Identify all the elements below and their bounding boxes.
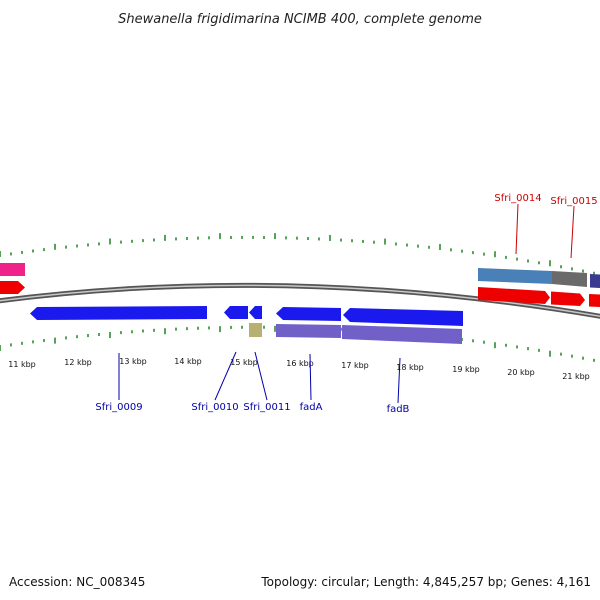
- scale-label: 21 kbp: [562, 372, 590, 381]
- leader-line: [570, 205, 575, 259]
- scale-label: 13 kbp: [119, 357, 147, 366]
- gene-label-sfri-0011[interactable]: Sfri_0011: [243, 402, 290, 413]
- map-title: Shewanella frigidimarina NCIMB 400, comp…: [118, 12, 482, 27]
- cds-feature-fadb-lower[interactable]: [342, 325, 462, 344]
- leader-line: [254, 351, 268, 401]
- cds-feature-red-right-1[interactable]: [478, 287, 550, 304]
- scale-label: 11 kbp: [8, 360, 36, 369]
- cds-feature-sfri-0015[interactable]: [552, 271, 587, 287]
- gene-label-fada[interactable]: fadA: [300, 402, 323, 413]
- cds-feature-sfri-0011[interactable]: [249, 306, 262, 319]
- cds-feature-fada[interactable]: [276, 307, 341, 321]
- leader-line: [397, 357, 401, 404]
- cds-feature-navy-right[interactable]: [590, 274, 600, 288]
- scale-label: 18 kbp: [396, 363, 424, 372]
- cds-feature-sfri-0009[interactable]: [30, 306, 207, 320]
- accession-text: Accession: NC_008345: [9, 575, 145, 589]
- scale-label: 15 kbp: [230, 358, 258, 367]
- cds-feature-pink[interactable]: [0, 263, 25, 276]
- outer-tick-ring: [0, 233, 595, 275]
- topology-text: Topology: circular; Length: 4,845,257 bp…: [260, 575, 591, 589]
- cds-feature-red-left[interactable]: [0, 281, 25, 294]
- scale-label: 17 kbp: [341, 361, 369, 370]
- scale-labels: 11 kbp 12 kbp 13 kbp 14 kbp 15 kbp 16 kb…: [8, 357, 590, 381]
- leader-line: [515, 203, 519, 255]
- forward-strand-features: [0, 263, 600, 307]
- scale-label: 20 kbp: [507, 368, 535, 377]
- genome-backbone-highlight: [0, 284, 600, 318]
- reverse-strand-features: [30, 306, 463, 344]
- scale-label: 12 kbp: [64, 358, 92, 367]
- cds-feature-sfri-0014[interactable]: [478, 268, 552, 284]
- leader-line: [309, 353, 312, 401]
- top-gene-labels: Sfri_0014 Sfri_0015: [494, 193, 598, 259]
- bottom-gene-labels: Sfri_0009 Sfri_0010 Sfri_0011 fadA fadB: [95, 351, 410, 415]
- scale-label: 16 kbp: [286, 359, 314, 368]
- gene-label-sfri-0014[interactable]: Sfri_0014: [494, 193, 541, 204]
- gene-label-sfri-0010[interactable]: Sfri_0010: [191, 402, 238, 413]
- cds-feature-red-right-3[interactable]: [589, 294, 600, 307]
- cds-feature-sfri-0010[interactable]: [224, 306, 248, 319]
- scale-label: 19 kbp: [452, 365, 480, 374]
- leader-line: [214, 351, 237, 401]
- cds-feature-fada-lower[interactable]: [276, 324, 341, 338]
- cds-feature-khaki-small[interactable]: [249, 323, 262, 337]
- gene-label-sfri-0015[interactable]: Sfri_0015: [550, 196, 597, 207]
- scale-label: 14 kbp: [174, 357, 202, 366]
- cds-feature-red-right-2[interactable]: [551, 291, 585, 307]
- gene-label-fadb[interactable]: fadB: [387, 404, 410, 415]
- gene-label-sfri-0009[interactable]: Sfri_0009: [95, 402, 142, 413]
- cds-feature-fadb[interactable]: [343, 308, 463, 326]
